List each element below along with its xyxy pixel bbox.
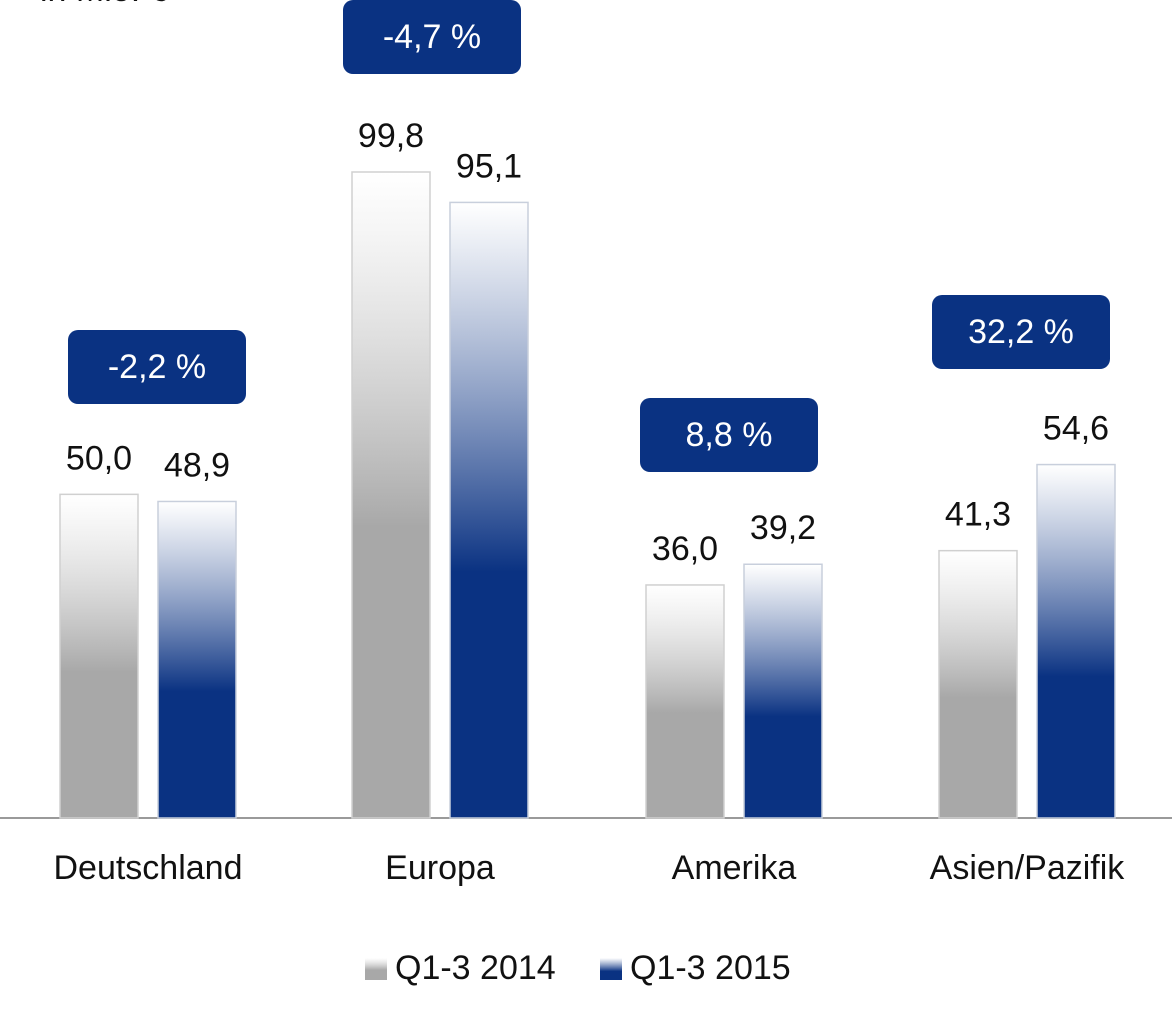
bar [351, 171, 431, 819]
bar [938, 549, 1018, 819]
value-label: 39,2 [750, 509, 816, 547]
bar [449, 201, 529, 819]
value-label: 54,6 [1043, 410, 1109, 448]
value-label: 36,0 [652, 530, 718, 568]
annotation: -4,7 % [383, 18, 481, 56]
x-tick-label: Amerika [672, 849, 797, 887]
bar [1036, 463, 1116, 819]
x-tick-label: Europa [385, 849, 495, 887]
legend-swatch [365, 958, 387, 980]
bar [645, 584, 725, 819]
annotation: 8,8 % [686, 416, 773, 454]
value-label: 48,9 [164, 446, 230, 484]
annotation-box [343, 0, 521, 74]
annotation: -2,2 % [108, 348, 206, 386]
value-label: 50,0 [66, 439, 132, 477]
legend-swatch [600, 958, 622, 980]
value-label: 99,8 [358, 117, 424, 155]
annotation-box [932, 295, 1110, 369]
value-label: 41,3 [945, 496, 1011, 534]
annotation-box [640, 398, 818, 472]
value-label: 95,1 [456, 147, 522, 185]
annotation: 32,2 % [968, 313, 1074, 351]
bar [59, 493, 139, 819]
bar [743, 563, 823, 819]
legend-label: Q1-3 2015 [630, 949, 791, 987]
x-tick-label: Deutschland [53, 849, 242, 887]
subtitle: in Mio. € [40, 0, 169, 9]
annotation-box [68, 330, 246, 404]
bar [157, 500, 237, 819]
legend-label: Q1-3 2014 [395, 949, 556, 987]
x-tick-label: Asien/Pazifik [930, 849, 1126, 887]
